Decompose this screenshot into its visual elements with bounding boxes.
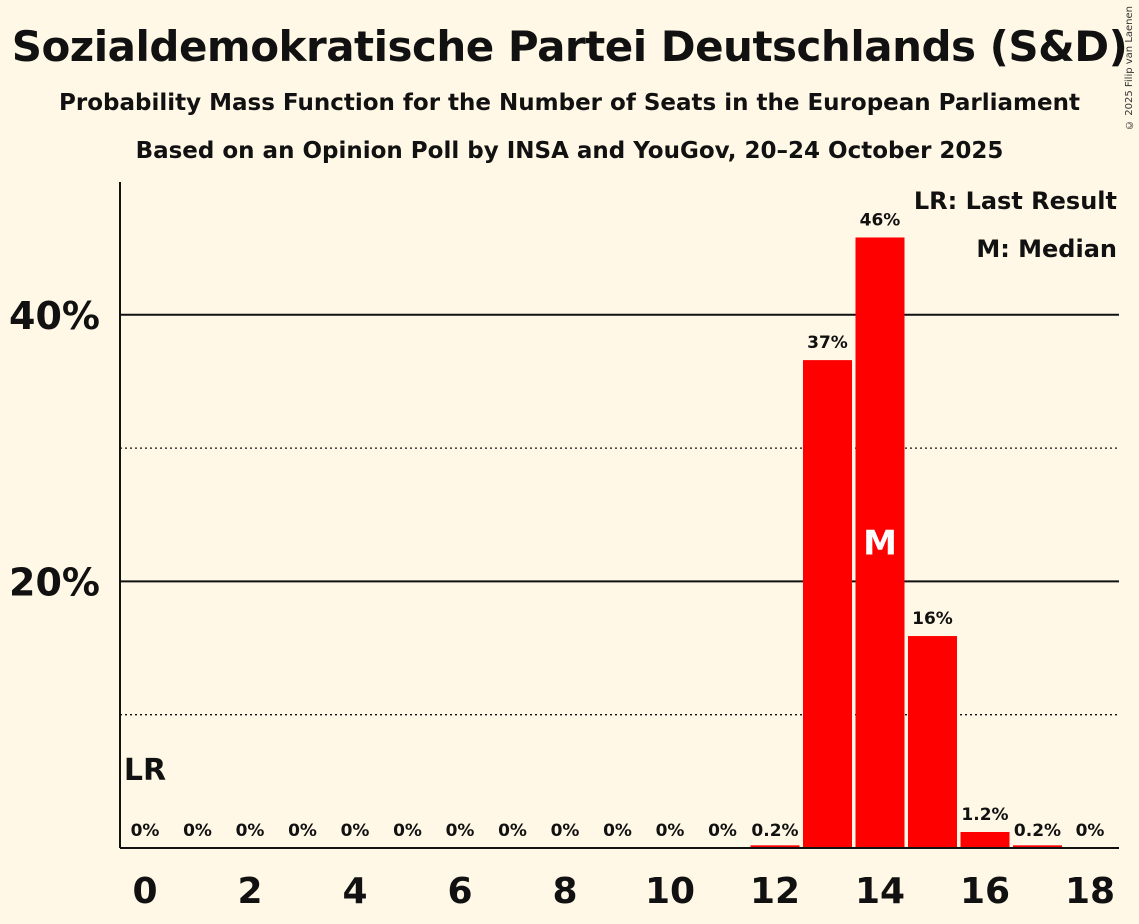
x-tick-label: 18 bbox=[1065, 871, 1115, 912]
bar-seats-17 bbox=[1013, 845, 1062, 848]
x-tick-label: 14 bbox=[855, 871, 905, 912]
bar-value-label: 0% bbox=[603, 821, 632, 841]
gridlines bbox=[120, 313, 1119, 716]
bar-value-label: 0% bbox=[236, 821, 265, 841]
chart-subtitle: Probability Mass Function for the Number… bbox=[59, 90, 1080, 116]
bars bbox=[750, 237, 1062, 849]
x-tick-label: 6 bbox=[447, 871, 472, 912]
bar-value-label: 0% bbox=[131, 821, 160, 841]
bar-seats-15 bbox=[908, 636, 957, 848]
bar-value-label: 0% bbox=[708, 821, 737, 841]
x-tick-label: 2 bbox=[237, 871, 262, 912]
bar-value-label: 0% bbox=[656, 821, 685, 841]
bar-seats-13 bbox=[803, 360, 852, 848]
bar-value-label: 0% bbox=[551, 821, 580, 841]
bar-value-label: 0% bbox=[498, 821, 527, 841]
median-marker: M bbox=[863, 524, 897, 564]
chart-source-line: Based on an Opinion Poll by INSA and You… bbox=[135, 138, 1004, 164]
bar-value-label: 0% bbox=[341, 821, 370, 841]
bar-value-label: 46% bbox=[860, 210, 901, 230]
x-tick-label: 4 bbox=[342, 871, 367, 912]
legend-last-result: LR: Last Result bbox=[914, 187, 1117, 215]
bar-seats-12 bbox=[750, 845, 800, 848]
bar-seats-16 bbox=[960, 832, 1010, 848]
x-tick-label: 8 bbox=[552, 871, 577, 912]
bar-value-label: 0% bbox=[446, 821, 475, 841]
bar-seats-14 bbox=[855, 237, 905, 849]
bar-value-label: 0% bbox=[183, 821, 212, 841]
last-result-marker: LR bbox=[124, 753, 166, 788]
bar-value-label: 0.2% bbox=[751, 821, 798, 841]
bar-value-label: 0% bbox=[1076, 821, 1105, 841]
bar-value-label: 37% bbox=[807, 333, 848, 353]
bar-value-label: 0% bbox=[393, 821, 422, 841]
chart-title: Sozialdemokratische Partei Deutschlands … bbox=[11, 22, 1128, 71]
x-tick-label: 10 bbox=[645, 871, 695, 912]
x-tick-label: 12 bbox=[750, 871, 800, 912]
bar-value-label: 0% bbox=[288, 821, 317, 841]
bar-value-label: 0.2% bbox=[1014, 821, 1061, 841]
data-labels: 0% 0% 0% 0% 0% 0% 0% 0% 0% 0% 0% 0% 0.2% 37% 46% 16% 1.2… bbox=[124, 210, 1105, 841]
legend-median: M: Median bbox=[976, 235, 1117, 263]
bar-value-label: 16% bbox=[912, 609, 953, 629]
y-tick-label: 20% bbox=[9, 560, 100, 604]
x-tick-label: 0 bbox=[132, 871, 157, 912]
y-tick-label: 40% bbox=[9, 294, 100, 338]
x-tick-label: 16 bbox=[960, 871, 1010, 912]
axes: 20% 40% 0 2 4 6 8 10 12 14 16 18 bbox=[9, 182, 1119, 912]
bar-value-label: 1.2% bbox=[961, 805, 1008, 825]
